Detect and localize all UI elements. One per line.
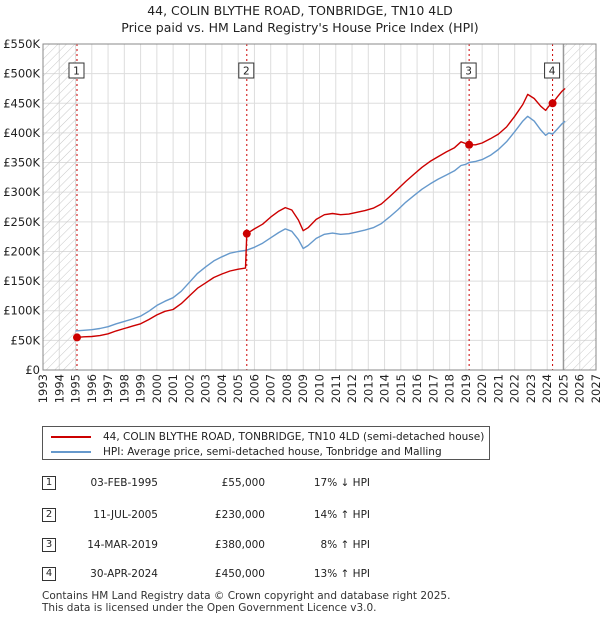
sale-row: 2 11-JUL-2005 £230,000 14% ↑ HPI — [0, 508, 600, 526]
hatched-region-before-first-sale — [43, 44, 77, 370]
sale-marker-box — [460, 62, 477, 79]
sale-price: £450,000 — [214, 568, 265, 580]
sale-point — [465, 140, 474, 149]
x-tick-label: 2011 — [329, 374, 343, 403]
y-tick-label: £0 — [25, 363, 40, 377]
sale-number: 1 — [42, 476, 56, 490]
sale-row: 3 14-MAR-2019 £380,000 8% ↑ HPI — [0, 538, 600, 556]
x-tick-label: 2017 — [426, 374, 440, 403]
sale-number: 3 — [42, 538, 56, 552]
chart-title-subtitle: Price paid vs. HM Land Registry's House … — [121, 20, 479, 35]
x-tick-label: 1994 — [52, 374, 66, 403]
x-tick-label: 2027 — [589, 374, 600, 403]
sale-marker-box — [544, 62, 561, 79]
legend-swatch-hpi — [51, 451, 91, 453]
legend: 44, COLIN BLYTHE ROAD, TONBRIDGE, TN10 4… — [42, 426, 490, 460]
sale-point — [548, 99, 557, 108]
legend-item-hpi: HPI: Average price, semi-detached house,… — [51, 445, 442, 459]
x-tick-label: 2012 — [345, 374, 359, 403]
legend-item-property: 44, COLIN BLYTHE ROAD, TONBRIDGE, TN10 4… — [51, 430, 484, 444]
y-tick-label: £450K — [3, 96, 40, 110]
price-chart: 1 2 3 4 £0 £50K £100K £150K £200K £250K £300K £350… — [3, 37, 600, 403]
chart-title: 44, COLIN BLYTHE ROAD, TONBRIDGE, TN10 4… — [0, 2, 600, 36]
sale-price: £380,000 — [214, 539, 265, 551]
y-tick-label: £200K — [3, 244, 40, 258]
chart-title-address: 44, COLIN BLYTHE ROAD, TONBRIDGE, TN10 4… — [147, 3, 453, 18]
y-tick-label: £100K — [3, 304, 40, 318]
y-tick-label: £350K — [3, 156, 40, 170]
sale-hpi-diff: 8% ↑ HPI — [320, 539, 370, 551]
y-tick-label: £550K — [3, 37, 40, 51]
x-tick-label: 2006 — [247, 374, 261, 403]
series-line-property — [76, 87, 566, 339]
x-tick-label: 2025 — [556, 374, 570, 403]
x-tick-label: 2022 — [508, 374, 522, 403]
x-tick-label: 2024 — [540, 374, 554, 403]
sale-price: £55,000 — [221, 477, 265, 489]
x-tick-label: 1998 — [117, 374, 131, 403]
x-tick-label: 2010 — [313, 374, 327, 403]
sale-marker-box — [68, 62, 85, 79]
x-tick-label: 2015 — [394, 374, 408, 403]
legend-label-hpi: HPI: Average price, semi-detached house,… — [103, 446, 442, 458]
x-tick-label: 2019 — [459, 374, 473, 403]
x-tick-label: 2004 — [215, 374, 229, 403]
hatched-region-future — [563, 44, 596, 370]
x-tick-label: 1995 — [69, 374, 83, 403]
sale-date: 03-FEB-1995 — [90, 477, 158, 489]
footer-licence: This data is licensed under the Open Gov… — [42, 602, 377, 614]
legend-label-property: 44, COLIN BLYTHE ROAD, TONBRIDGE, TN10 4… — [103, 431, 485, 443]
x-tick-label: 2020 — [475, 374, 489, 403]
sale-marker-label: 4 — [549, 66, 556, 78]
y-tick-label: £150K — [3, 274, 40, 288]
sale-hpi-diff: 13% ↑ HPI — [313, 568, 370, 580]
sale-row: 4 30-APR-2024 £450,000 13% ↑ HPI — [0, 567, 600, 585]
footer-copyright: Contains HM Land Registry data © Crown c… — [42, 590, 451, 602]
series-line-hpi — [75, 115, 566, 332]
x-tick-label: 2009 — [296, 374, 310, 403]
x-tick-label: 2021 — [491, 374, 505, 403]
x-tick-label: 2023 — [524, 374, 538, 403]
sale-date: 30-APR-2024 — [90, 568, 158, 580]
x-tick-label: 2026 — [573, 374, 587, 403]
legend-swatch-property — [51, 436, 91, 438]
x-tick-label: 2008 — [280, 374, 294, 403]
sale-number: 2 — [42, 508, 56, 522]
sale-hpi-diff: 17% ↓ HPI — [313, 477, 370, 489]
sale-date: 14-MAR-2019 — [87, 539, 158, 551]
x-tick-label: 1996 — [85, 374, 99, 403]
sale-point — [242, 229, 251, 238]
x-tick-label: 2014 — [378, 374, 392, 403]
sale-marker-box — [238, 62, 255, 79]
sale-marker-label: 2 — [243, 66, 250, 78]
y-tick-label: £400K — [3, 126, 40, 140]
x-tick-label: 2002 — [182, 374, 196, 403]
sale-date: 11-JUL-2005 — [93, 509, 158, 521]
sales-table: 1 03-FEB-1995 £55,000 17% ↓ HPI 2 11-JUL… — [0, 470, 600, 590]
x-tick-label: 2013 — [361, 374, 375, 403]
x-tick-label: 2000 — [150, 374, 164, 403]
footer: Contains HM Land Registry data © Crown c… — [42, 590, 450, 614]
sale-hpi-diff: 14% ↑ HPI — [313, 509, 370, 521]
x-tick-label: 1997 — [101, 374, 115, 403]
x-tick-label: 2018 — [443, 374, 457, 403]
sale-marker-label: 3 — [465, 66, 472, 78]
y-tick-label: £300K — [3, 185, 40, 199]
sale-price: £230,000 — [214, 509, 265, 521]
y-tick-label: £250K — [3, 215, 40, 229]
x-tick-label: 2003 — [199, 374, 213, 403]
x-tick-label: 2005 — [231, 374, 245, 403]
sale-row: 1 03-FEB-1995 £55,000 17% ↓ HPI — [0, 476, 600, 494]
sale-number: 4 — [42, 567, 56, 581]
x-tick-label: 1993 — [36, 374, 50, 403]
plot-frame — [42, 43, 597, 371]
x-tick-label: 1999 — [134, 374, 148, 403]
x-tick-label: 2016 — [410, 374, 424, 403]
x-tick-label: 2007 — [264, 374, 278, 403]
x-tick-label: 2001 — [166, 374, 180, 403]
y-tick-label: £50K — [11, 333, 41, 347]
sale-point — [72, 333, 81, 342]
y-tick-label: £500K — [3, 67, 40, 81]
sale-marker-label: 1 — [73, 66, 80, 78]
